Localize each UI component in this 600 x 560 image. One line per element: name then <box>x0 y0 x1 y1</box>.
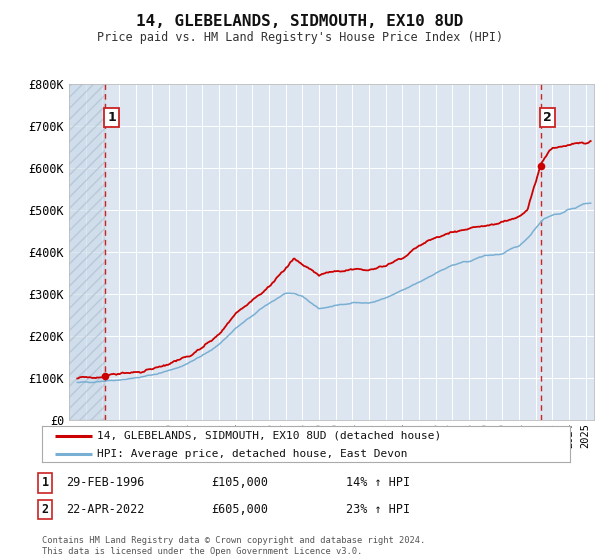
Text: 29-FEB-1996: 29-FEB-1996 <box>66 476 144 489</box>
Text: £605,000: £605,000 <box>212 503 269 516</box>
Text: 14% ↑ HPI: 14% ↑ HPI <box>346 476 410 489</box>
Bar <box>69 84 105 420</box>
Text: 14, GLEBELANDS, SIDMOUTH, EX10 8UD (detached house): 14, GLEBELANDS, SIDMOUTH, EX10 8UD (deta… <box>97 431 442 441</box>
Text: 1: 1 <box>41 476 49 489</box>
Text: 2: 2 <box>41 503 49 516</box>
Text: 14, GLEBELANDS, SIDMOUTH, EX10 8UD: 14, GLEBELANDS, SIDMOUTH, EX10 8UD <box>136 14 464 29</box>
Text: 2: 2 <box>543 111 552 124</box>
Text: Price paid vs. HM Land Registry's House Price Index (HPI): Price paid vs. HM Land Registry's House … <box>97 31 503 44</box>
Text: 1: 1 <box>107 111 116 124</box>
Text: 23% ↑ HPI: 23% ↑ HPI <box>346 503 410 516</box>
Text: 22-APR-2022: 22-APR-2022 <box>66 503 144 516</box>
Text: HPI: Average price, detached house, East Devon: HPI: Average price, detached house, East… <box>97 449 408 459</box>
Text: Contains HM Land Registry data © Crown copyright and database right 2024.
This d: Contains HM Land Registry data © Crown c… <box>42 536 425 556</box>
Text: £105,000: £105,000 <box>212 476 269 489</box>
